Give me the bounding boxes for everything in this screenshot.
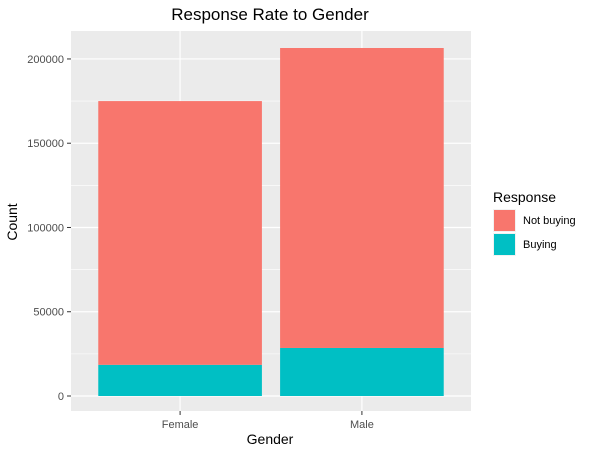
legend: Response Not buying Buying (493, 189, 576, 256)
legend-swatch-not-buying (494, 210, 515, 231)
chart-title: Response Rate to Gender (171, 5, 369, 24)
x-axis-title: Gender (247, 431, 294, 447)
x-tick-label: Male (350, 419, 374, 431)
y-tick-label: 200000 (27, 54, 64, 66)
legend-title: Response (493, 189, 556, 205)
y-tick-label: 50000 (33, 307, 64, 319)
bar-female-not-buying (98, 101, 262, 365)
bars-layer (98, 48, 444, 396)
y-tick-label: 150000 (27, 138, 64, 150)
bar-female-buying (98, 364, 262, 396)
y-axis-title: Count (4, 203, 20, 240)
bar-male-not-buying (280, 48, 444, 348)
legend-label: Buying (523, 239, 557, 251)
y-tick-label: 0 (58, 391, 64, 403)
legend-label: Not buying (523, 215, 576, 227)
bar-male-buying (280, 347, 444, 396)
x-tick-label: Female (162, 419, 199, 431)
ticks-layer: 0 50000 100000 150000 200000 Female Male (27, 54, 374, 431)
y-tick-label: 100000 (27, 222, 64, 234)
legend-swatch-buying (494, 234, 515, 255)
